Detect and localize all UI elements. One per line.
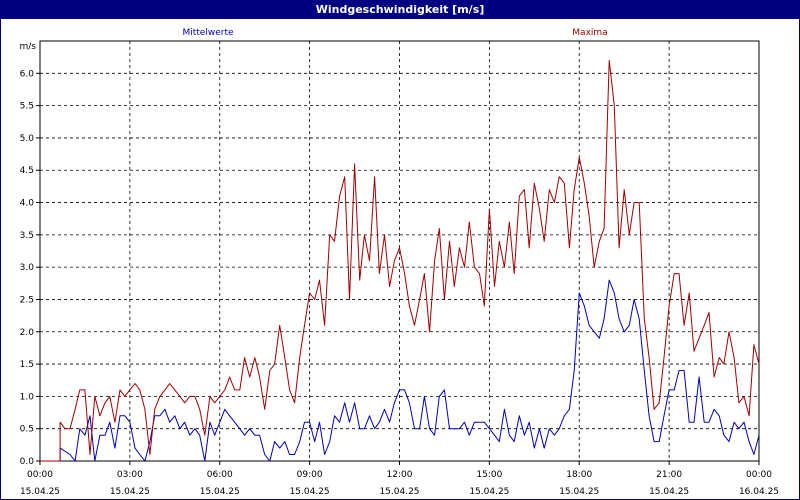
y-axis-unit-label: m/s — [20, 42, 37, 52]
x-tick-date-label: 15.04.25 — [20, 487, 60, 497]
y-tick-label: 3.5 — [20, 231, 34, 241]
series-line-mittelwerte — [40, 279, 760, 462]
x-tick-date-label: 15.04.25 — [290, 487, 330, 497]
x-tick-time-label: 18:00 — [566, 470, 592, 480]
x-tick-date-label: 15.04.25 — [469, 487, 509, 497]
x-tick-time-label: 03:00 — [117, 470, 143, 480]
x-tick-time-label: 21:00 — [656, 470, 682, 480]
chart-title: Windgeschwindigkeit [m/s] — [1, 1, 799, 19]
y-tick-label: 1.5 — [20, 360, 34, 370]
legend-mittelwerte: Mittelwerte — [182, 28, 233, 38]
x-tick-time-label: 00:00 — [746, 470, 772, 480]
y-tick-label: 0.5 — [20, 425, 34, 435]
x-tick-time-label: 12:00 — [387, 470, 413, 480]
y-tick-label: 0.0 — [20, 457, 35, 467]
y-tick-label: 5.0 — [20, 134, 35, 144]
y-tick-label: 2.5 — [20, 295, 34, 305]
y-tick-label: 3.0 — [20, 263, 35, 273]
y-tick-label: 6.0 — [20, 69, 35, 79]
x-tick-time-label: 15:00 — [476, 470, 502, 480]
x-tick-time-label: 09:00 — [297, 470, 323, 480]
y-tick-label: 4.0 — [20, 199, 35, 209]
y-tick-label: 4.5 — [20, 166, 34, 176]
x-tick-date-label: 15.04.25 — [379, 487, 419, 497]
x-tick-date-label: 15.04.25 — [559, 487, 599, 497]
x-tick-time-label: 06:00 — [207, 470, 233, 480]
y-tick-label: 5.5 — [20, 102, 34, 112]
x-tick-date-label: 15.04.25 — [200, 487, 240, 497]
x-tick-date-label: 15.04.25 — [649, 487, 689, 497]
x-tick-time-label: 00:00 — [27, 470, 53, 480]
x-tick-date-label: 15.04.25 — [110, 487, 150, 497]
y-tick-label: 2.0 — [20, 328, 35, 338]
series-line-maxima — [40, 59, 760, 462]
legend-maxima: Maxima — [572, 28, 607, 38]
x-tick-date-label: 16.04.25 — [739, 487, 779, 497]
y-tick-label: 1.0 — [20, 392, 35, 402]
